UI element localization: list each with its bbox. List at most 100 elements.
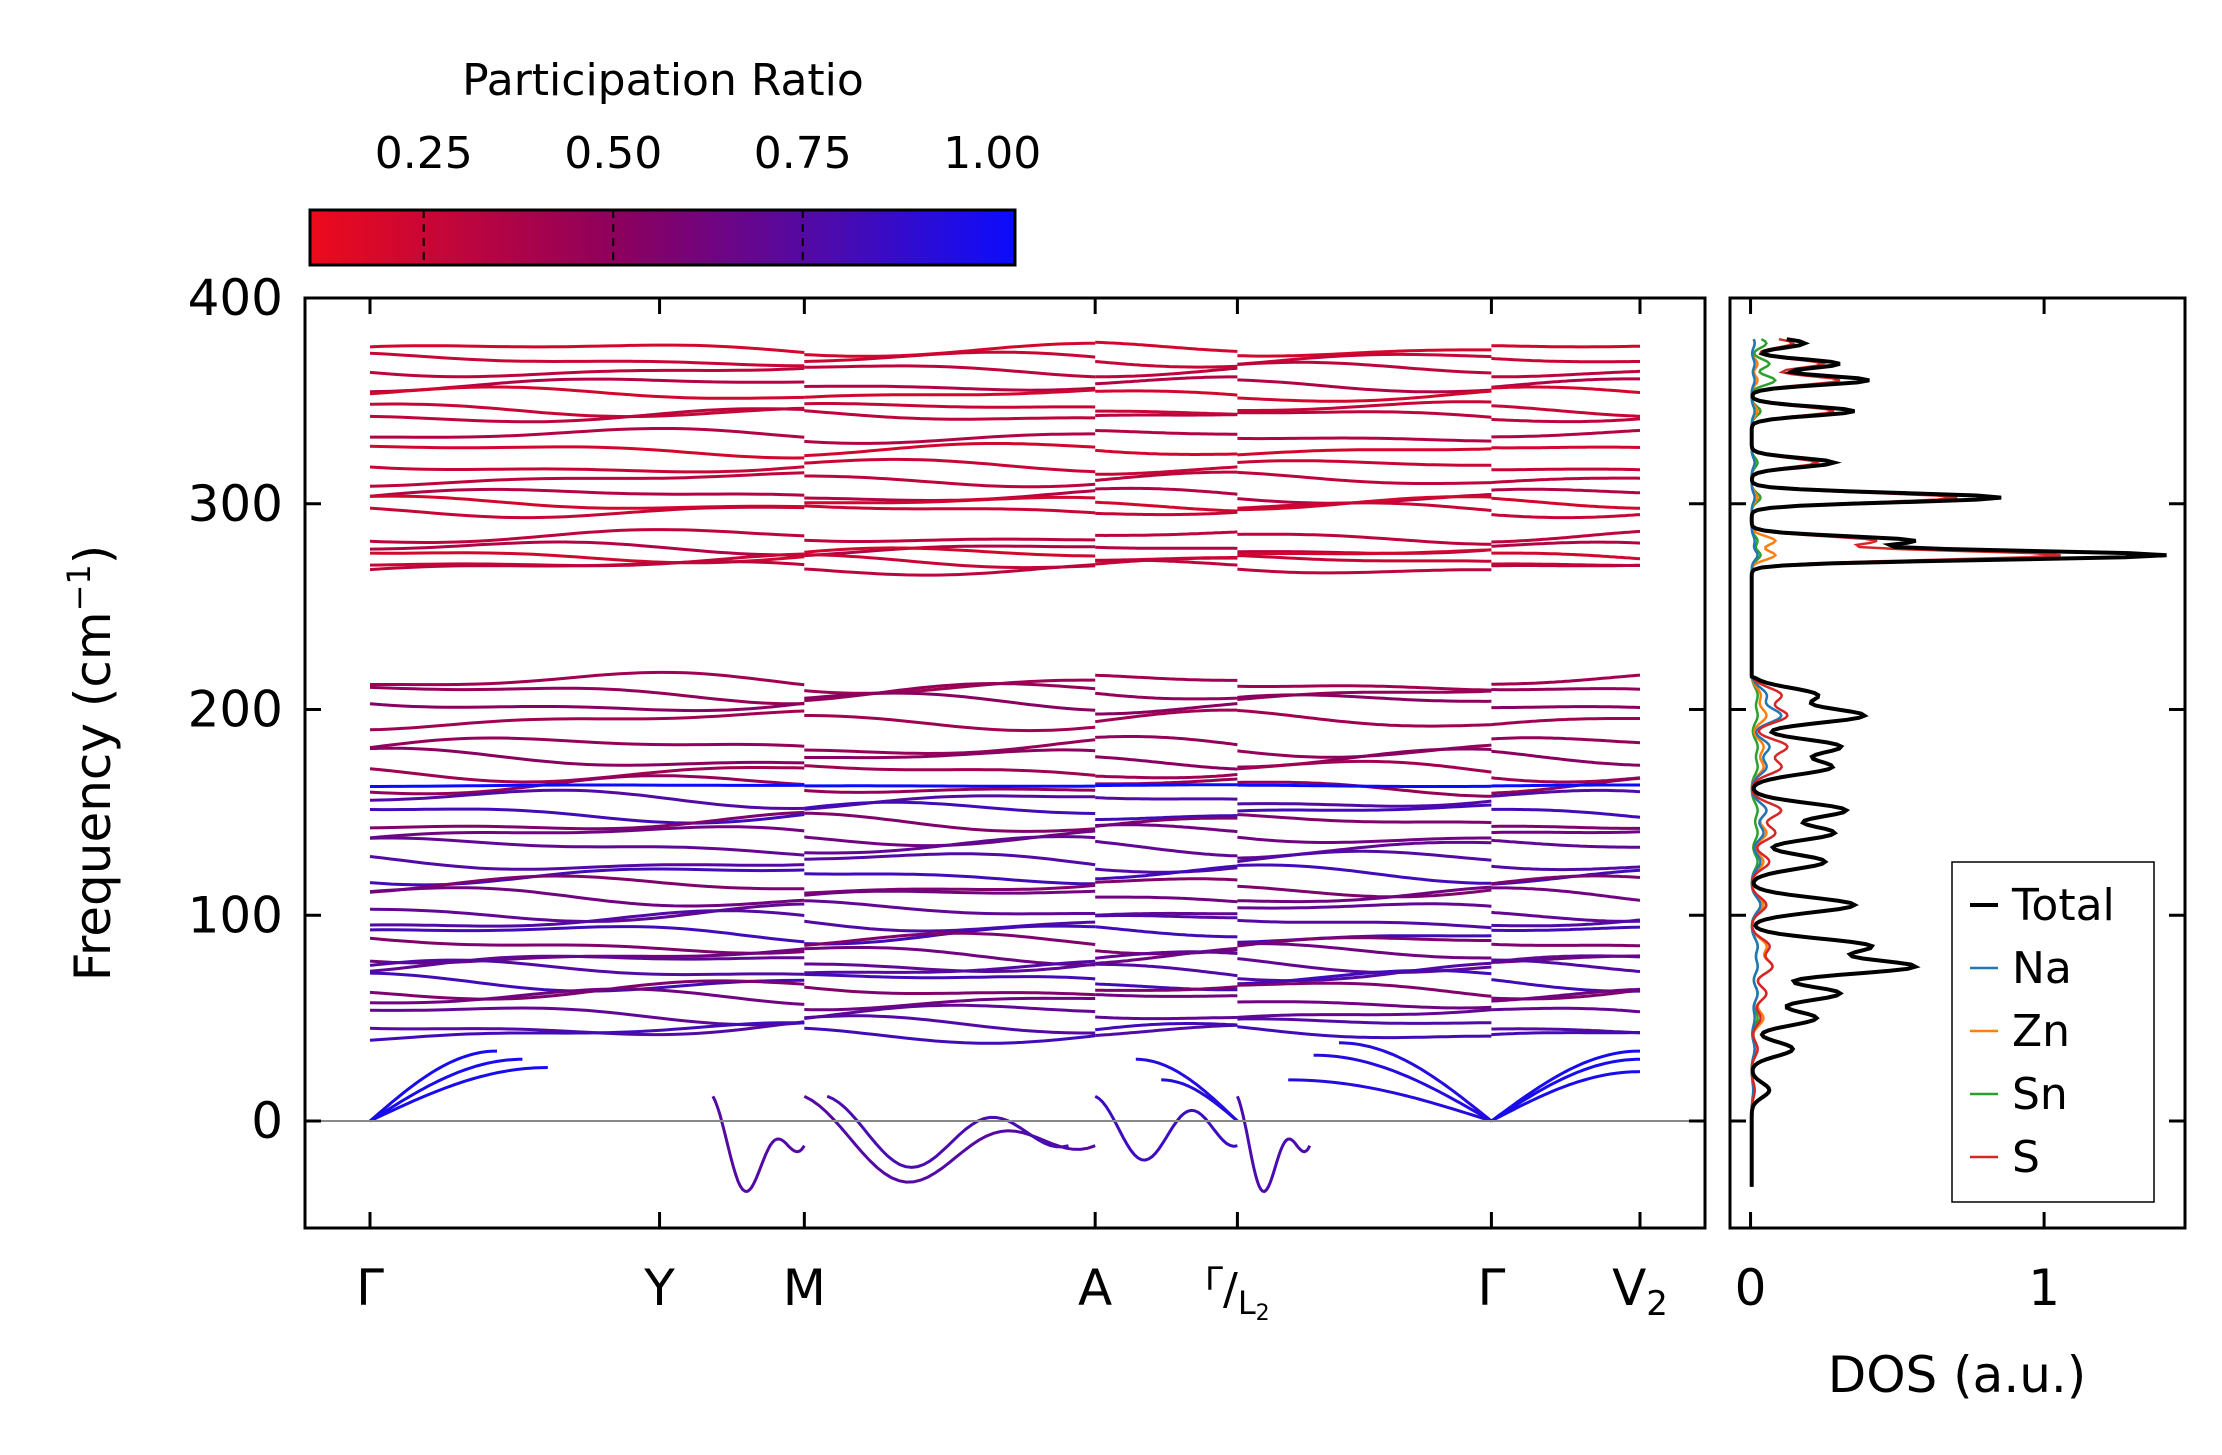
phonon-band bbox=[1095, 777, 1238, 786]
phonon-band bbox=[804, 504, 1096, 515]
phonon-band bbox=[369, 407, 805, 424]
phonon-band bbox=[1095, 413, 1238, 418]
phonon-band bbox=[369, 471, 805, 488]
phonon-band bbox=[1095, 340, 1238, 353]
phonon-band bbox=[1095, 556, 1238, 566]
phonon-band bbox=[1491, 910, 1640, 923]
kpoint-label-v2: V2 bbox=[1612, 1259, 1668, 1324]
phonon-band bbox=[804, 829, 1096, 848]
phonon-band bbox=[1095, 914, 1238, 920]
dos-frame bbox=[1728, 296, 2187, 1230]
phonon-band bbox=[369, 987, 805, 1006]
acoustic-band bbox=[1161, 1078, 1239, 1123]
phonon-band bbox=[369, 936, 805, 955]
phonon-band bbox=[369, 902, 805, 924]
phonon-band bbox=[369, 701, 805, 713]
phonon-band bbox=[369, 1021, 805, 1042]
band-structure-panel: 0 100 200 300 400 Γ Y M A Γ/L2 Γ V2 Frequency (cm−… bbox=[60, 269, 1707, 1326]
legend: Total Na Zn Sn S bbox=[1951, 861, 2155, 1203]
phonon-band bbox=[1095, 1023, 1238, 1037]
kpoint-label-g1: Γ bbox=[356, 1259, 384, 1317]
phonon-band bbox=[804, 899, 1096, 916]
phonon-band bbox=[1491, 830, 1641, 835]
phonon-band bbox=[1095, 500, 1238, 513]
phonon-band bbox=[1491, 445, 1641, 450]
phonon-band bbox=[804, 835, 1096, 855]
phonon-band bbox=[804, 495, 1096, 505]
phonon-band bbox=[804, 474, 1096, 489]
phonon-band bbox=[369, 958, 805, 977]
phonon-band bbox=[1095, 530, 1238, 538]
phonon-band bbox=[1095, 814, 1238, 821]
phonon-band bbox=[1491, 476, 1641, 484]
phonon-band bbox=[1491, 404, 1641, 418]
phonon-band bbox=[804, 800, 1096, 815]
phonon-band bbox=[804, 384, 1096, 392]
phonon-band bbox=[804, 364, 1096, 379]
phonon-band bbox=[1237, 849, 1492, 864]
phonon-band bbox=[1237, 799, 1492, 808]
phonon-band bbox=[804, 388, 1096, 399]
imaginary-mode bbox=[1094, 1094, 1238, 1162]
phonon-band bbox=[369, 351, 805, 368]
legend-label-sn: Sn bbox=[2012, 1069, 2068, 1120]
phonon-band bbox=[1237, 747, 1492, 769]
phonon-band bbox=[1491, 918, 1641, 928]
phonon-band bbox=[1491, 749, 1641, 767]
phonon-band bbox=[1491, 551, 1641, 561]
phonon-band bbox=[1237, 835, 1492, 844]
phonon-band bbox=[1237, 459, 1492, 467]
phonon-band bbox=[1237, 352, 1492, 366]
phonon-band bbox=[1237, 902, 1492, 910]
phonon-band bbox=[1237, 1025, 1492, 1040]
phonon-band bbox=[1237, 863, 1492, 885]
phonon-band bbox=[1491, 864, 1641, 872]
imaginary-mode bbox=[826, 1094, 1069, 1169]
acoustic-band bbox=[1490, 1057, 1640, 1123]
phonon-band bbox=[804, 738, 1096, 756]
phonon-band bbox=[1095, 823, 1238, 834]
phonon-band bbox=[1491, 540, 1641, 548]
phonon-band bbox=[1491, 824, 1640, 830]
acoustic-band bbox=[1490, 1049, 1640, 1123]
phonon-band bbox=[804, 748, 1096, 760]
phonon-band bbox=[1237, 532, 1492, 546]
phonon-band bbox=[369, 825, 805, 840]
acoustic-band bbox=[369, 1066, 548, 1123]
phonon-band bbox=[1095, 429, 1238, 436]
phonon-band bbox=[369, 788, 805, 811]
imaginary-mode bbox=[711, 1095, 806, 1193]
phonon-band bbox=[804, 432, 1096, 445]
phonon-band bbox=[1095, 448, 1238, 456]
phonon-band bbox=[1095, 864, 1238, 881]
phonon-band bbox=[1237, 389, 1492, 403]
phonon-band bbox=[1237, 884, 1492, 899]
phonon-band bbox=[804, 457, 1096, 474]
phonon-band bbox=[369, 540, 805, 557]
phonon-band bbox=[1095, 691, 1238, 701]
phonon-band bbox=[1237, 1000, 1492, 1010]
phonon-band bbox=[1237, 684, 1492, 692]
phonon-band bbox=[804, 959, 1096, 975]
colorbar-tick-label: 0.75 bbox=[754, 128, 852, 179]
phonon-band bbox=[804, 764, 1096, 777]
phonon-band bbox=[369, 1006, 805, 1027]
phonon-band bbox=[369, 874, 805, 894]
phonon-band bbox=[1095, 773, 1238, 780]
phonon-band bbox=[1095, 985, 1238, 992]
phonon-band bbox=[369, 465, 805, 474]
acoustic-band bbox=[1490, 1070, 1641, 1123]
colorbar-tick-label: 0.25 bbox=[375, 128, 473, 179]
phonon-band bbox=[1095, 950, 1238, 960]
phonon-band bbox=[1095, 925, 1238, 939]
phonon-band bbox=[1237, 1017, 1492, 1025]
phonon-band bbox=[1237, 759, 1492, 774]
acoustic-band bbox=[1338, 1041, 1493, 1123]
frequency-axis: 0 100 200 300 400 bbox=[188, 269, 1705, 1150]
phonon-band bbox=[369, 528, 805, 544]
phonon-band bbox=[804, 691, 1096, 712]
phonon-band bbox=[1491, 487, 1641, 495]
frequency-axis-label: Frequency (cm−1) bbox=[60, 545, 122, 982]
phonon-band bbox=[1237, 783, 1492, 788]
phonon-band bbox=[804, 442, 1096, 458]
